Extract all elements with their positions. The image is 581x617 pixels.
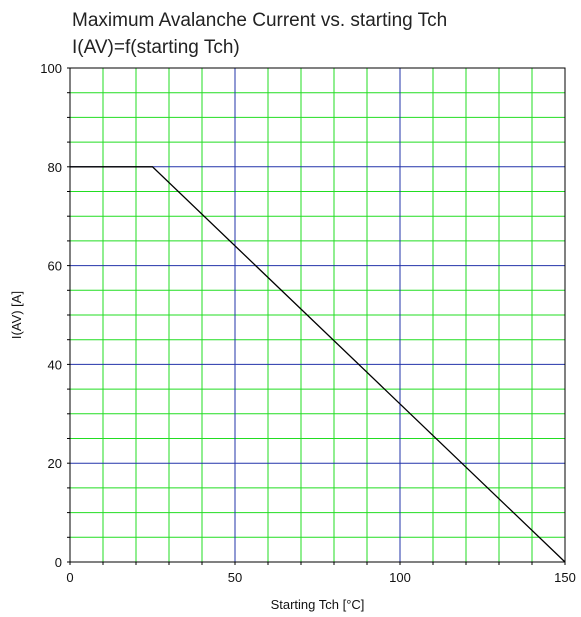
y-tick-label: 40	[48, 357, 62, 372]
series-line	[70, 166, 566, 563]
y-tick-label: 0	[55, 555, 62, 570]
x-tick-label: 150	[554, 570, 576, 585]
chart-title: Maximum Avalanche Current vs. starting T…	[72, 10, 448, 31]
y-axis-label: I(AV) [A]	[9, 291, 24, 339]
x-axis-label: Starting Tch [°C]	[271, 597, 365, 612]
y-tick-label: 100	[40, 61, 62, 76]
y-tick-label: 60	[48, 259, 62, 274]
series-group	[70, 166, 566, 563]
x-tick-label: 50	[228, 570, 242, 585]
x-tick-label: 100	[389, 570, 411, 585]
y-tick-label: 20	[48, 456, 62, 471]
grid	[70, 68, 565, 562]
chart-subtitle: I(AV)=f(starting Tch)	[72, 37, 240, 58]
x-tick-label: 0	[66, 570, 73, 585]
y-tick-label: 80	[48, 160, 62, 175]
axis-ticks: 0 20 40 60 80 100 0 50 100 150	[40, 61, 576, 585]
